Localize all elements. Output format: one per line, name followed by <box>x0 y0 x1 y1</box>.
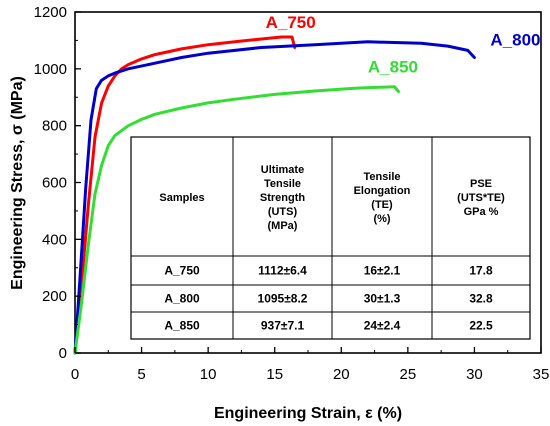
table-cell: 937±7.1 <box>261 319 305 333</box>
table-header-cell: Ultimate Tensile Strength (UTS) (MPa) <box>260 164 306 232</box>
series-line-a-750 <box>73 35 297 355</box>
series-label-a-750: A_750 <box>266 13 316 32</box>
y-tick-label: 400 <box>42 231 67 248</box>
table-cell: 32.8 <box>469 292 493 306</box>
x-tick-label: 5 <box>137 366 145 383</box>
y-tick-label: 0 <box>59 345 67 362</box>
table-header-cell: Samples <box>159 192 204 204</box>
table-cell: 17.8 <box>469 264 493 278</box>
table-cell: 1095±8.2 <box>258 292 308 306</box>
y-tick-label: 800 <box>42 118 67 135</box>
x-tick-label: 15 <box>266 366 283 383</box>
table-header-cell: PSE (UTS*TE) GPa % <box>457 178 505 218</box>
series-label-a-800: A_800 <box>490 30 540 49</box>
series-line-a-800 <box>73 40 476 355</box>
results-table: Samples Ultimate Tensile Strength (UTS) (MPa)… <box>130 136 531 340</box>
y-tick-label: 1200 <box>34 4 67 21</box>
table-cell: 16±2.1 <box>364 264 401 278</box>
table-frame <box>130 136 531 340</box>
table-cell: A_750 <box>164 264 200 278</box>
y-tick-label: 1000 <box>34 61 67 78</box>
y-tick-label: 200 <box>42 288 67 305</box>
ticks-layer: 0 5 10 15 20 25 30 35 0 200 400 600 800 1000 1200 <box>34 4 550 383</box>
table-cell: 1112±6.4 <box>258 264 307 278</box>
x-tick-label: 35 <box>533 366 550 383</box>
x-tick-label: 0 <box>71 366 79 383</box>
table-cell: A_800 <box>164 292 200 306</box>
table-cell: A_850 <box>164 319 200 333</box>
table-header-cell: Tensile Elongation (TE) (%) <box>354 171 411 225</box>
series-label-a-850: A_850 <box>368 57 418 76</box>
x-tick-label: 20 <box>333 366 350 383</box>
series-labels-layer: A_750 A_800 A_850 <box>266 13 541 76</box>
table-cell: 22.5 <box>469 319 493 333</box>
curves-layer <box>73 35 476 355</box>
table-cell: 30±1.3 <box>364 292 401 306</box>
x-axis-title: Engineering Strain, ε (%) <box>214 405 402 422</box>
x-tick-label: 25 <box>400 366 417 383</box>
x-tick-label: 30 <box>466 366 483 383</box>
y-tick-label: 600 <box>42 175 67 192</box>
x-tick-label: 10 <box>200 366 217 383</box>
y-axis-title: Engineering Stress, σ (MPa) <box>9 76 26 290</box>
series-line-a-850 <box>73 85 400 355</box>
table-cell: 24±2.4 <box>364 319 401 333</box>
